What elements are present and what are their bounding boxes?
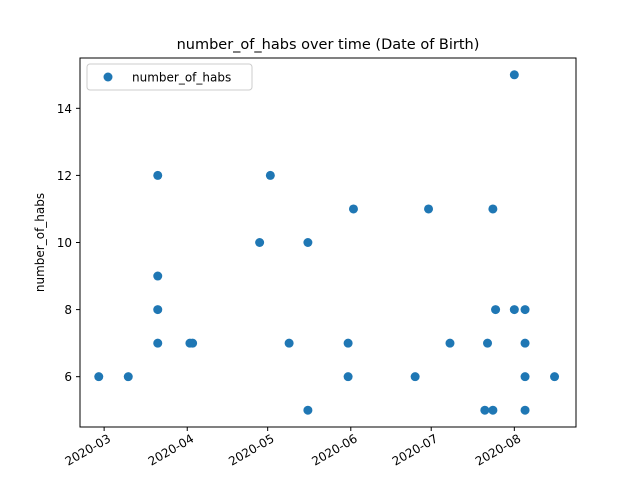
data-point [410, 372, 420, 382]
data-point [123, 372, 133, 382]
data-point [520, 338, 530, 348]
data-point [265, 170, 275, 180]
y-tick-label: 8 [64, 303, 72, 317]
legend-marker [103, 72, 113, 82]
x-tick-label: 2020-03 [63, 431, 113, 468]
data-point [153, 170, 163, 180]
legend: number_of_habs [86, 63, 253, 91]
x-tick-label: 2020-06 [309, 431, 359, 468]
plot-frame [79, 57, 577, 428]
data-point [488, 405, 498, 415]
data-point [480, 405, 490, 415]
x-tick-label: 2020-07 [390, 431, 440, 468]
data-point [343, 338, 353, 348]
y-tick-label: 6 [64, 370, 72, 384]
y-axis-label: number_of_habs [33, 193, 47, 292]
data-point [488, 204, 498, 214]
data-point [509, 305, 519, 315]
y-tick-label: 10 [57, 236, 72, 250]
data-point [520, 372, 530, 382]
data-point [153, 271, 163, 281]
legend-entry-label: number_of_habs [132, 71, 231, 85]
data-point [153, 305, 163, 315]
data-point [343, 372, 353, 382]
data-point [520, 405, 530, 415]
data-point [153, 338, 163, 348]
data-point [348, 204, 358, 214]
data-point [483, 338, 493, 348]
data-point [424, 204, 434, 214]
x-tick-label: 2020-05 [226, 431, 276, 468]
x-tick-label: 2020-04 [146, 431, 196, 468]
data-point [303, 238, 313, 247]
plot-area [94, 70, 560, 415]
data-point [520, 305, 530, 315]
data-point [255, 238, 265, 247]
legend-box [86, 63, 253, 91]
y-tick-label: 12 [57, 169, 72, 183]
x-tick-label: 2020-08 [473, 431, 523, 468]
data-point [445, 338, 455, 348]
data-point [303, 405, 313, 415]
data-point [94, 372, 104, 382]
data-point [509, 70, 519, 80]
y-tick-label: 14 [57, 102, 72, 116]
y-axis: 6 8 10 12 14 [57, 102, 80, 384]
data-point [550, 372, 560, 382]
data-point [188, 338, 198, 348]
data-point [284, 338, 294, 348]
chart-title: number_of_habs over time (Date of Birth) [177, 37, 480, 53]
x-axis: 2020-03 2020-04 2020-05 2020-06 2020-07 2020-… [63, 427, 523, 469]
data-point [491, 305, 501, 315]
